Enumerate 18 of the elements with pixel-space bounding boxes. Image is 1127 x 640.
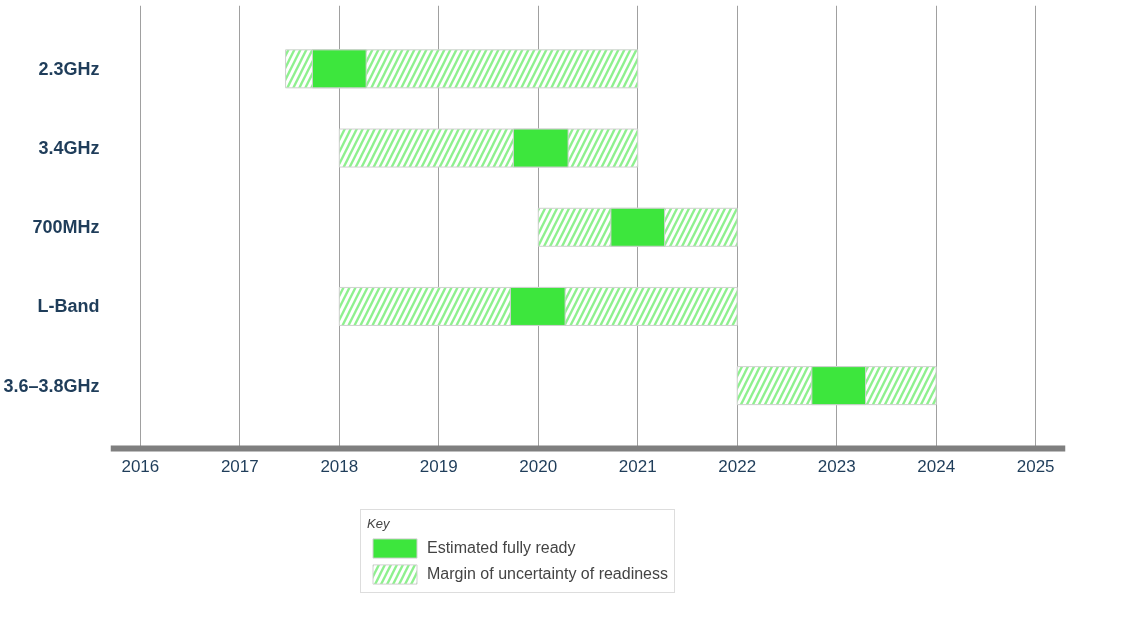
x-tick-label: 2017 [220, 456, 259, 476]
x-tick-label: 2021 [618, 456, 657, 476]
x-tick-label: 2019 [419, 456, 458, 476]
x-tick-label: 2022 [718, 456, 757, 476]
x-tick-label: 2020 [519, 456, 558, 476]
x-tick-label: 2018 [320, 456, 359, 476]
x-tick-label: 2024 [917, 456, 956, 476]
y-tick-label: 700MHz [32, 217, 100, 238]
y-tick-label: 3.6–3.8GHz [3, 375, 100, 396]
y-tick-label: 2.3GHz [38, 58, 100, 79]
x-tick-label: 2023 [817, 456, 856, 476]
legend-title: Key [367, 516, 391, 531]
x-tick-label: 2025 [1016, 456, 1055, 476]
legend-label: Estimated fully ready [427, 539, 576, 557]
x-tick-label: 2016 [121, 456, 160, 476]
y-tick-label: 3.4GHz [38, 138, 100, 159]
y-tick-label: L-Band [37, 296, 100, 317]
legend-label: Margin of uncertainty of readiness [427, 565, 669, 583]
